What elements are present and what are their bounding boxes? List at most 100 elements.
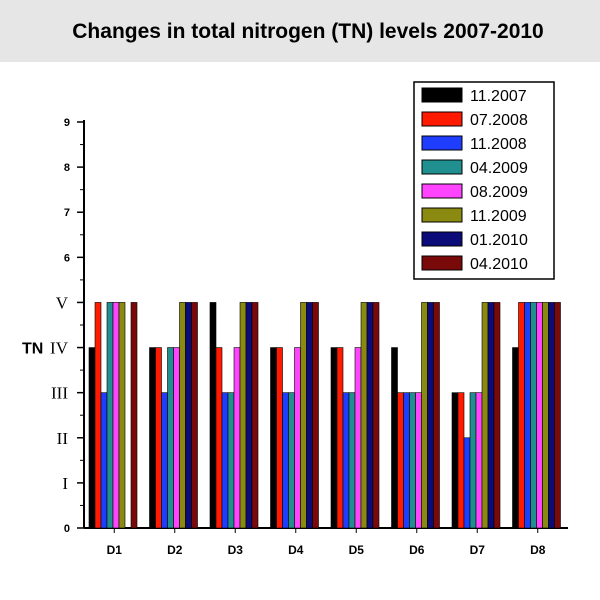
bar-d3-04-2010	[251, 302, 259, 529]
bar-d2-01-2010	[185, 302, 192, 529]
y-roman-label: IV	[50, 339, 69, 358]
bar-d4-01-2010	[306, 302, 313, 529]
bar-d8-08-2009	[536, 302, 543, 529]
bar-d5-11-2008	[342, 392, 350, 529]
bar-d2-11-2008	[161, 392, 168, 529]
bar-d1-04-2010	[130, 302, 138, 529]
bar-d2-08-2009	[173, 347, 180, 529]
bar-d8-11-2008	[524, 302, 531, 529]
y-tick-label: 9	[64, 117, 70, 129]
bar-d5-11-2009	[360, 302, 368, 529]
bar-d7-08-2009	[475, 392, 483, 529]
title-band: Changes in total nitrogen (TN) levels 20…	[0, 0, 600, 62]
bar-d7-11-2008	[463, 437, 471, 529]
y-tick-label: 7	[64, 207, 70, 219]
legend-swatch	[421, 135, 463, 151]
bar-d5-08-2009	[354, 347, 362, 529]
legend-swatch	[421, 255, 463, 271]
bar-d1-08-2009	[112, 302, 120, 529]
bar-d3-07-2008	[215, 347, 223, 529]
bar-d1-11-2008	[100, 392, 108, 529]
bar-d6-01-2010	[427, 302, 434, 529]
bar-d2-04-2009	[167, 347, 174, 529]
bar-d4-11-2007	[270, 347, 277, 529]
bar-d8-11-2007	[512, 347, 519, 529]
y-tick-label: 8	[64, 162, 70, 174]
bar-d8-07-2008	[518, 302, 525, 529]
legend-swatch	[421, 159, 463, 175]
bar-d1-11-2007	[88, 347, 96, 529]
bar-d7-01-2010	[487, 302, 495, 529]
y-tick-label: 6	[64, 252, 70, 264]
y-roman-label: I	[62, 474, 68, 493]
bar-d8-04-2010	[554, 302, 561, 529]
bar-d7-04-2009	[469, 392, 477, 529]
bar-d3-11-2008	[221, 392, 229, 529]
bar-d1-04-2009	[106, 302, 114, 529]
bar-d4-07-2008	[276, 347, 283, 529]
legend-swatch	[421, 231, 463, 247]
bar-d8-04-2009	[530, 302, 537, 529]
bar-d6-08-2009	[415, 392, 422, 529]
bar-d7-11-2007	[451, 392, 459, 529]
bar-d6-04-2009	[409, 392, 416, 529]
bar-d3-04-2009	[227, 392, 235, 529]
y-axis-label: TN	[22, 341, 43, 358]
bar-d7-11-2009	[481, 302, 489, 529]
legend-label: 04.2009	[470, 160, 528, 177]
bar-d5-11-2007	[330, 347, 338, 529]
legend-label: 11.2007	[470, 88, 527, 105]
bar-d5-04-2010	[372, 302, 380, 529]
bar-d4-11-2008	[282, 392, 289, 529]
x-tick-label: D1	[107, 543, 123, 557]
y-roman-label: III	[51, 384, 68, 403]
legend-label: 08.2009	[470, 184, 528, 201]
y-roman-label: II	[57, 429, 69, 448]
chart-title: Changes in total nitrogen (TN) levels 20…	[72, 20, 544, 43]
bar-d2-11-2007	[149, 347, 156, 529]
bar-d1-07-2008	[94, 302, 102, 529]
bar-d3-01-2010	[245, 302, 253, 529]
legend-label: 07.2008	[470, 112, 528, 129]
y-tick-label: 0	[64, 523, 70, 535]
bar-d7-07-2008	[457, 392, 465, 529]
bar-d4-04-2010	[312, 302, 319, 529]
bar-d8-11-2009	[542, 302, 549, 529]
x-tick-label: D2	[167, 543, 183, 557]
bar-d5-07-2008	[336, 347, 344, 529]
bar-d3-11-2007	[209, 302, 217, 529]
bar-d6-07-2008	[397, 392, 404, 529]
bar-d5-04-2009	[348, 392, 356, 529]
bar-d3-11-2009	[239, 302, 247, 529]
bar-d1-11-2009	[118, 302, 126, 529]
bar-d4-04-2009	[288, 392, 295, 529]
x-tick-label: D5	[349, 543, 365, 557]
x-tick-label: D3	[228, 543, 244, 557]
x-tick-label: D4	[288, 543, 304, 557]
bar-d2-04-2010	[191, 302, 198, 529]
x-tick-label: D7	[470, 543, 486, 557]
bar-d6-11-2009	[421, 302, 428, 529]
bar-d2-07-2008	[155, 347, 162, 529]
x-tick-label: D6	[409, 543, 425, 557]
legend-swatch	[421, 183, 463, 199]
bar-d4-11-2009	[300, 302, 307, 529]
bar-d7-04-2010	[493, 302, 501, 529]
bar-d5-01-2010	[366, 302, 374, 529]
bar-d6-04-2010	[433, 302, 440, 529]
legend-swatch	[421, 87, 463, 103]
legend-swatch	[421, 111, 463, 127]
legend-label: 11.2009	[470, 208, 527, 225]
bar-d6-11-2008	[403, 392, 410, 529]
legend-label: 11.2008	[470, 136, 527, 153]
legend-label: 04.2010	[470, 256, 528, 273]
bar-d4-08-2009	[294, 347, 301, 529]
bar-d6-11-2007	[391, 347, 398, 529]
bar-d2-11-2009	[179, 302, 186, 529]
bar-d8-01-2010	[548, 302, 555, 529]
legend-swatch	[421, 207, 463, 223]
bar-d3-08-2009	[233, 347, 241, 529]
legend-label: 01.2010	[470, 232, 528, 249]
x-tick-label: D8	[530, 543, 546, 557]
